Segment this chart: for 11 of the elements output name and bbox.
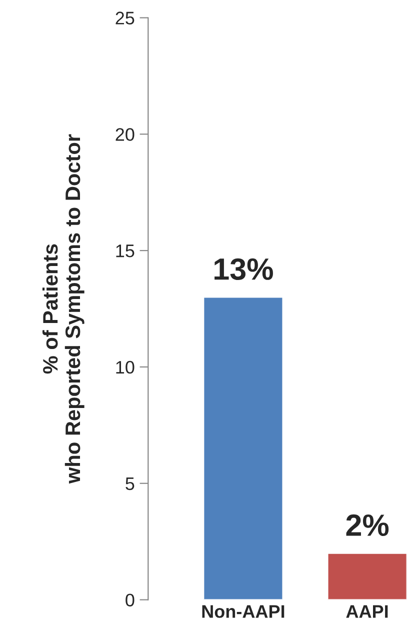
y-tick-label: 0 bbox=[126, 594, 134, 606]
data-label: 2% bbox=[346, 514, 389, 536]
y-tick-label: 25 bbox=[116, 12, 134, 24]
y-tick-label: 5 bbox=[126, 477, 134, 490]
x-tick-label: AAPI bbox=[346, 605, 388, 618]
data-label: 13% bbox=[214, 258, 273, 280]
y-tick-label: 15 bbox=[116, 244, 134, 258]
y-tick-label: 10 bbox=[116, 360, 134, 374]
y-axis-title: % of Patients who Reported Symptoms to Doctor bbox=[42, 134, 84, 484]
x-tick-label: Non-AAPI bbox=[202, 605, 284, 618]
y-tick-label: 20 bbox=[116, 128, 134, 141]
